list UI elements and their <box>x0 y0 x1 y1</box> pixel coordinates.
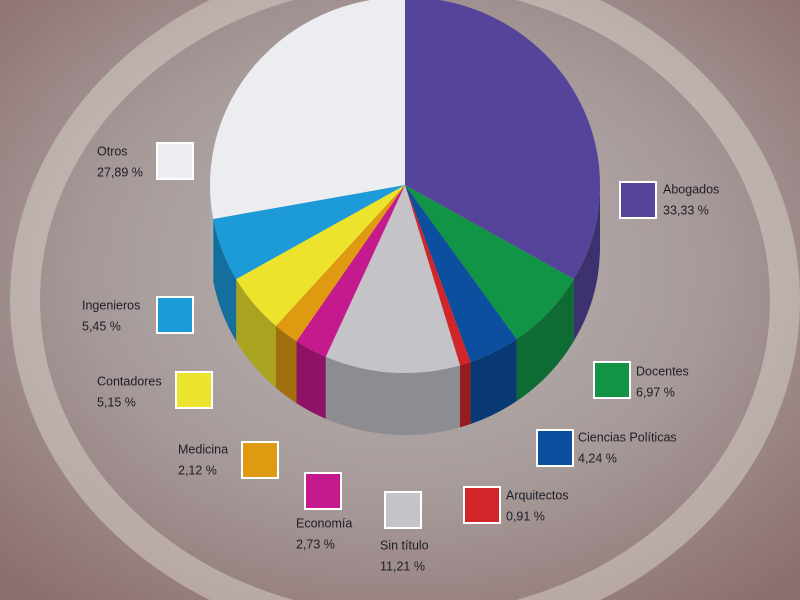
legend-swatch <box>593 361 631 399</box>
value-label: 11,21 % <box>380 559 425 573</box>
legend-swatch <box>175 371 213 409</box>
value-label: 5,15 % <box>97 395 136 409</box>
legend-label: Medicina <box>178 442 228 456</box>
legend-label: Ciencias Políticas <box>578 430 677 444</box>
pie <box>210 0 600 435</box>
value-label: 33,33 % <box>663 203 709 217</box>
value-label: 2,12 % <box>178 463 217 477</box>
pie-side <box>213 218 237 342</box>
value-label: 4,24 % <box>578 451 617 465</box>
pie-side <box>210 185 214 281</box>
legend-swatch <box>536 429 574 467</box>
legend-swatch <box>304 472 342 510</box>
pie-side <box>236 279 276 388</box>
pie-side <box>296 341 326 419</box>
pie-side <box>516 278 574 402</box>
legend-label: Sin título <box>380 538 429 552</box>
legend-label: Ingenieros <box>82 298 140 312</box>
value-label: 0,91 % <box>506 509 545 523</box>
pie-slice <box>213 185 405 280</box>
pie-slice <box>275 185 405 342</box>
pie-slice <box>405 185 574 340</box>
pie-slice <box>405 185 471 366</box>
pie-slice <box>405 0 600 279</box>
chamber-ring <box>10 0 800 600</box>
legend-label: Economía <box>296 516 352 530</box>
pie-slice <box>210 0 405 219</box>
legend: Abogados 33,33 % Docentes 6,97 % Ciencias Po… <box>82 142 719 573</box>
pie-side <box>470 339 517 425</box>
legend-label: Arquitectos <box>506 488 569 502</box>
pie-side <box>459 362 471 428</box>
legend-label: Otros <box>97 144 128 158</box>
legend-swatch <box>463 486 501 524</box>
legend-swatch <box>241 441 279 479</box>
pie-side <box>573 185 600 341</box>
pie-slice <box>405 185 517 363</box>
legend-swatch <box>156 296 194 334</box>
pie-slice <box>296 185 405 357</box>
legend-label: Abogados <box>663 182 719 196</box>
legend-label: Docentes <box>636 364 689 378</box>
legend-label: Contadores <box>97 374 162 388</box>
pie-side <box>325 356 460 435</box>
value-label: 6,97 % <box>636 385 675 399</box>
legend-swatch <box>156 142 194 180</box>
legend-swatch <box>619 181 657 219</box>
legend-swatch <box>384 491 422 529</box>
value-label: 2,73 % <box>296 537 335 551</box>
pie-slice <box>236 185 405 326</box>
pie-slice <box>325 185 460 374</box>
value-label: 27,89 % <box>97 165 143 179</box>
value-label: 5,45 % <box>82 319 121 333</box>
pie-side <box>275 325 297 404</box>
